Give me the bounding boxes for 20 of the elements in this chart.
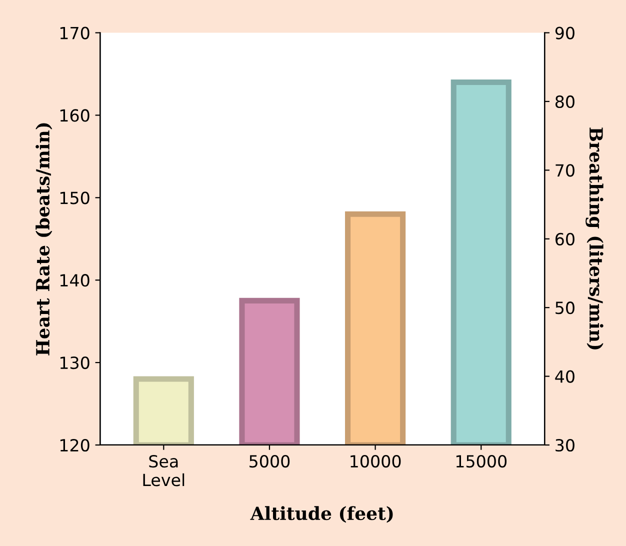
y-axis-title: Heart Rate (beats/min) (36, 123, 52, 356)
y2-tick-label: 70 (556, 164, 574, 177)
x-tick-label: 10000 (350, 455, 401, 468)
y-tick-label: 120 (60, 438, 90, 452)
y2-tick-label: 50 (556, 302, 574, 314)
y-tick-label: 170 (60, 26, 90, 40)
y2-tick-label: 80 (555, 95, 574, 108)
y2-tick-label: 30 (556, 438, 574, 452)
y-tick-label: 150 (60, 192, 90, 204)
y-tick-label: 130 (60, 356, 90, 370)
y2-tick-label: 60 (556, 232, 574, 246)
y-tick-label: 140 (60, 274, 90, 287)
y2-axis-title: Breathing (liters/min) (586, 128, 604, 350)
x-axis-title: Altitude (feet) (250, 506, 393, 523)
x-tick-label: 15000 (456, 455, 507, 468)
y2-tick-label: 40 (555, 370, 574, 383)
x-tick-label: 5000 (250, 455, 290, 468)
y-tick-label: 160 (60, 109, 90, 122)
x-tick-label: Sea Level (143, 455, 184, 486)
y2-tick-label: 90 (555, 26, 574, 40)
